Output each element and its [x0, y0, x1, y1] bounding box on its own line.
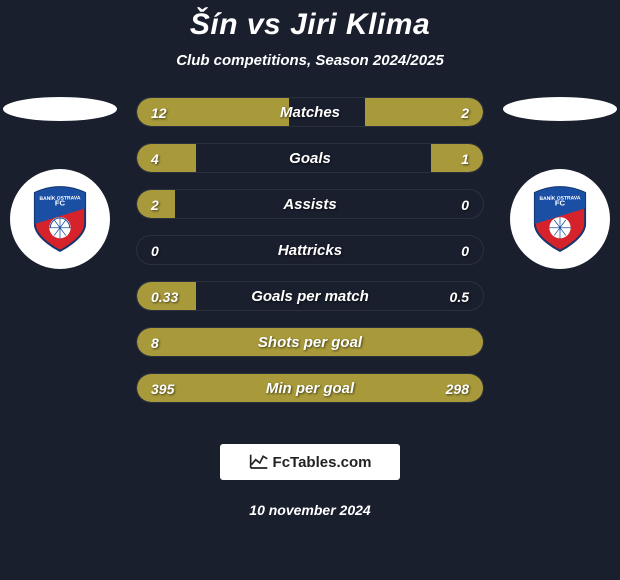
stat-row: Goals per match0.33 0.5 — [136, 281, 484, 311]
stat-row: Assists2 0 — [136, 189, 484, 219]
comparison-title: Šín vs Jiri Klima — [0, 0, 620, 42]
stat-row: Matches12 2 — [136, 97, 484, 127]
svg-text:FC: FC — [555, 198, 566, 207]
brand-text: FcTables.com — [273, 454, 372, 471]
club-shield-left: BANÍK OSTRAVA FC — [31, 185, 89, 253]
stat-row: Min per goal395 298 — [136, 373, 484, 403]
stat-row: Hattricks0 0 — [136, 235, 484, 265]
stat-value-right: 1 — [461, 144, 469, 173]
player-right-badge: BANÍK OSTRAVA FC — [510, 169, 610, 269]
comparison-content: BANÍK OSTRAVA FC BANÍK OSTRAVA FC Matche… — [0, 97, 620, 417]
player-left-ellipse — [3, 97, 117, 121]
stat-label: Goals per match — [137, 282, 483, 311]
stat-value-right: 2 — [461, 98, 469, 127]
player-right-ellipse — [503, 97, 617, 121]
club-shield-right: BANÍK OSTRAVA FC — [531, 185, 589, 253]
svg-text:FC: FC — [55, 198, 66, 207]
stat-row: Goals4 1 — [136, 143, 484, 173]
stat-value-left: 12 — [151, 98, 167, 127]
stat-label: Matches — [137, 98, 483, 127]
stat-label: Shots per goal — [137, 328, 483, 357]
stat-value-right: 298 — [446, 374, 469, 403]
stat-label: Hattricks — [137, 236, 483, 265]
stat-value-right: 0 — [461, 190, 469, 219]
stat-value-left: 0.33 — [151, 282, 178, 311]
footer-date: 10 november 2024 — [0, 502, 620, 518]
stat-value-left: 2 — [151, 190, 159, 219]
chart-line-icon — [249, 453, 269, 471]
stat-value-right: 0.5 — [450, 282, 469, 311]
stat-bars: Matches122Goals41Assists20Hattricks00Goa… — [136, 97, 484, 419]
brand-box: FcTables.com — [220, 444, 400, 480]
stat-row: Shots per goal8 — [136, 327, 484, 357]
stat-label: Min per goal — [137, 374, 483, 403]
stat-value-left: 0 — [151, 236, 159, 265]
stat-value-left: 8 — [151, 328, 159, 357]
stat-value-left: 4 — [151, 144, 159, 173]
comparison-subtitle: Club competitions, Season 2024/2025 — [0, 52, 620, 69]
stat-value-right: 0 — [461, 236, 469, 265]
stat-label: Goals — [137, 144, 483, 173]
player-left-badge: BANÍK OSTRAVA FC — [10, 169, 110, 269]
stat-label: Assists — [137, 190, 483, 219]
stat-value-left: 395 — [151, 374, 174, 403]
